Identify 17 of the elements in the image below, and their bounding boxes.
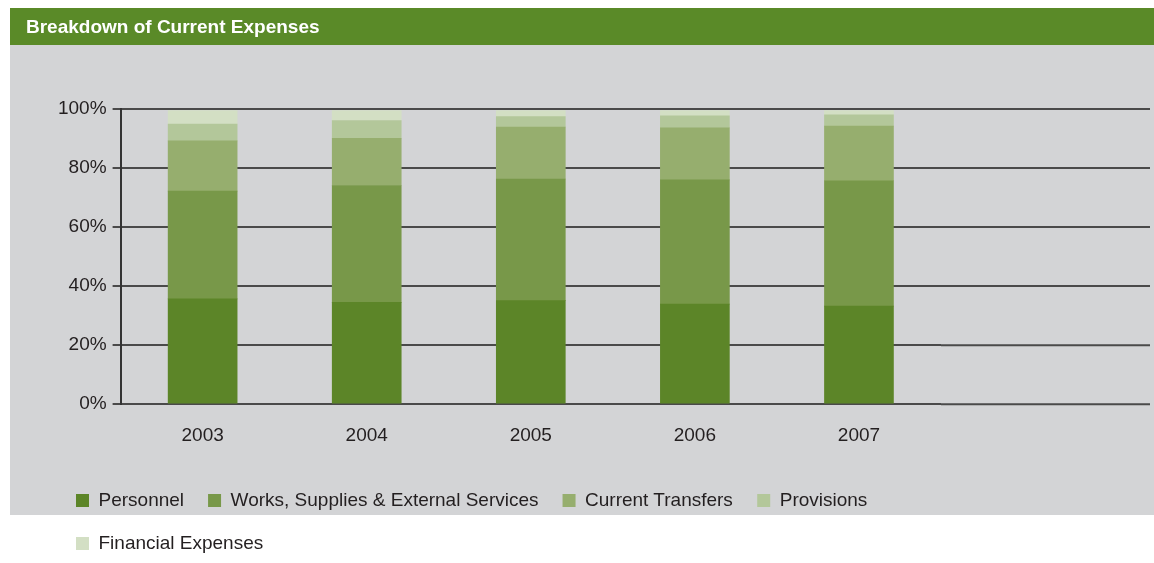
y-tick-label: 80% <box>68 156 107 178</box>
chart-title: Breakdown of Current Expenses <box>10 8 1154 45</box>
y-tick-label: 60% <box>68 215 107 237</box>
x-tick-label: 2005 <box>509 423 552 445</box>
legend-label: Current Transfers <box>585 488 733 510</box>
x-tick-label: 2007 <box>837 423 881 445</box>
y-tick-label: 40% <box>68 274 107 296</box>
x-tick-label: 2004 <box>345 423 389 445</box>
legend-label: Financial Expenses <box>98 531 264 553</box>
legend-label: Provisions <box>779 488 868 510</box>
y-tick-label: 100% <box>57 97 107 119</box>
y-tick-label: 20% <box>68 333 107 355</box>
y-tick-label: 0% <box>79 392 107 414</box>
legend-label: Works, Supplies & External Services <box>230 488 539 510</box>
x-tick-label: 2003 <box>181 423 224 445</box>
legend-label: Personnel <box>98 488 185 510</box>
x-tick-label: 2006 <box>673 423 717 445</box>
